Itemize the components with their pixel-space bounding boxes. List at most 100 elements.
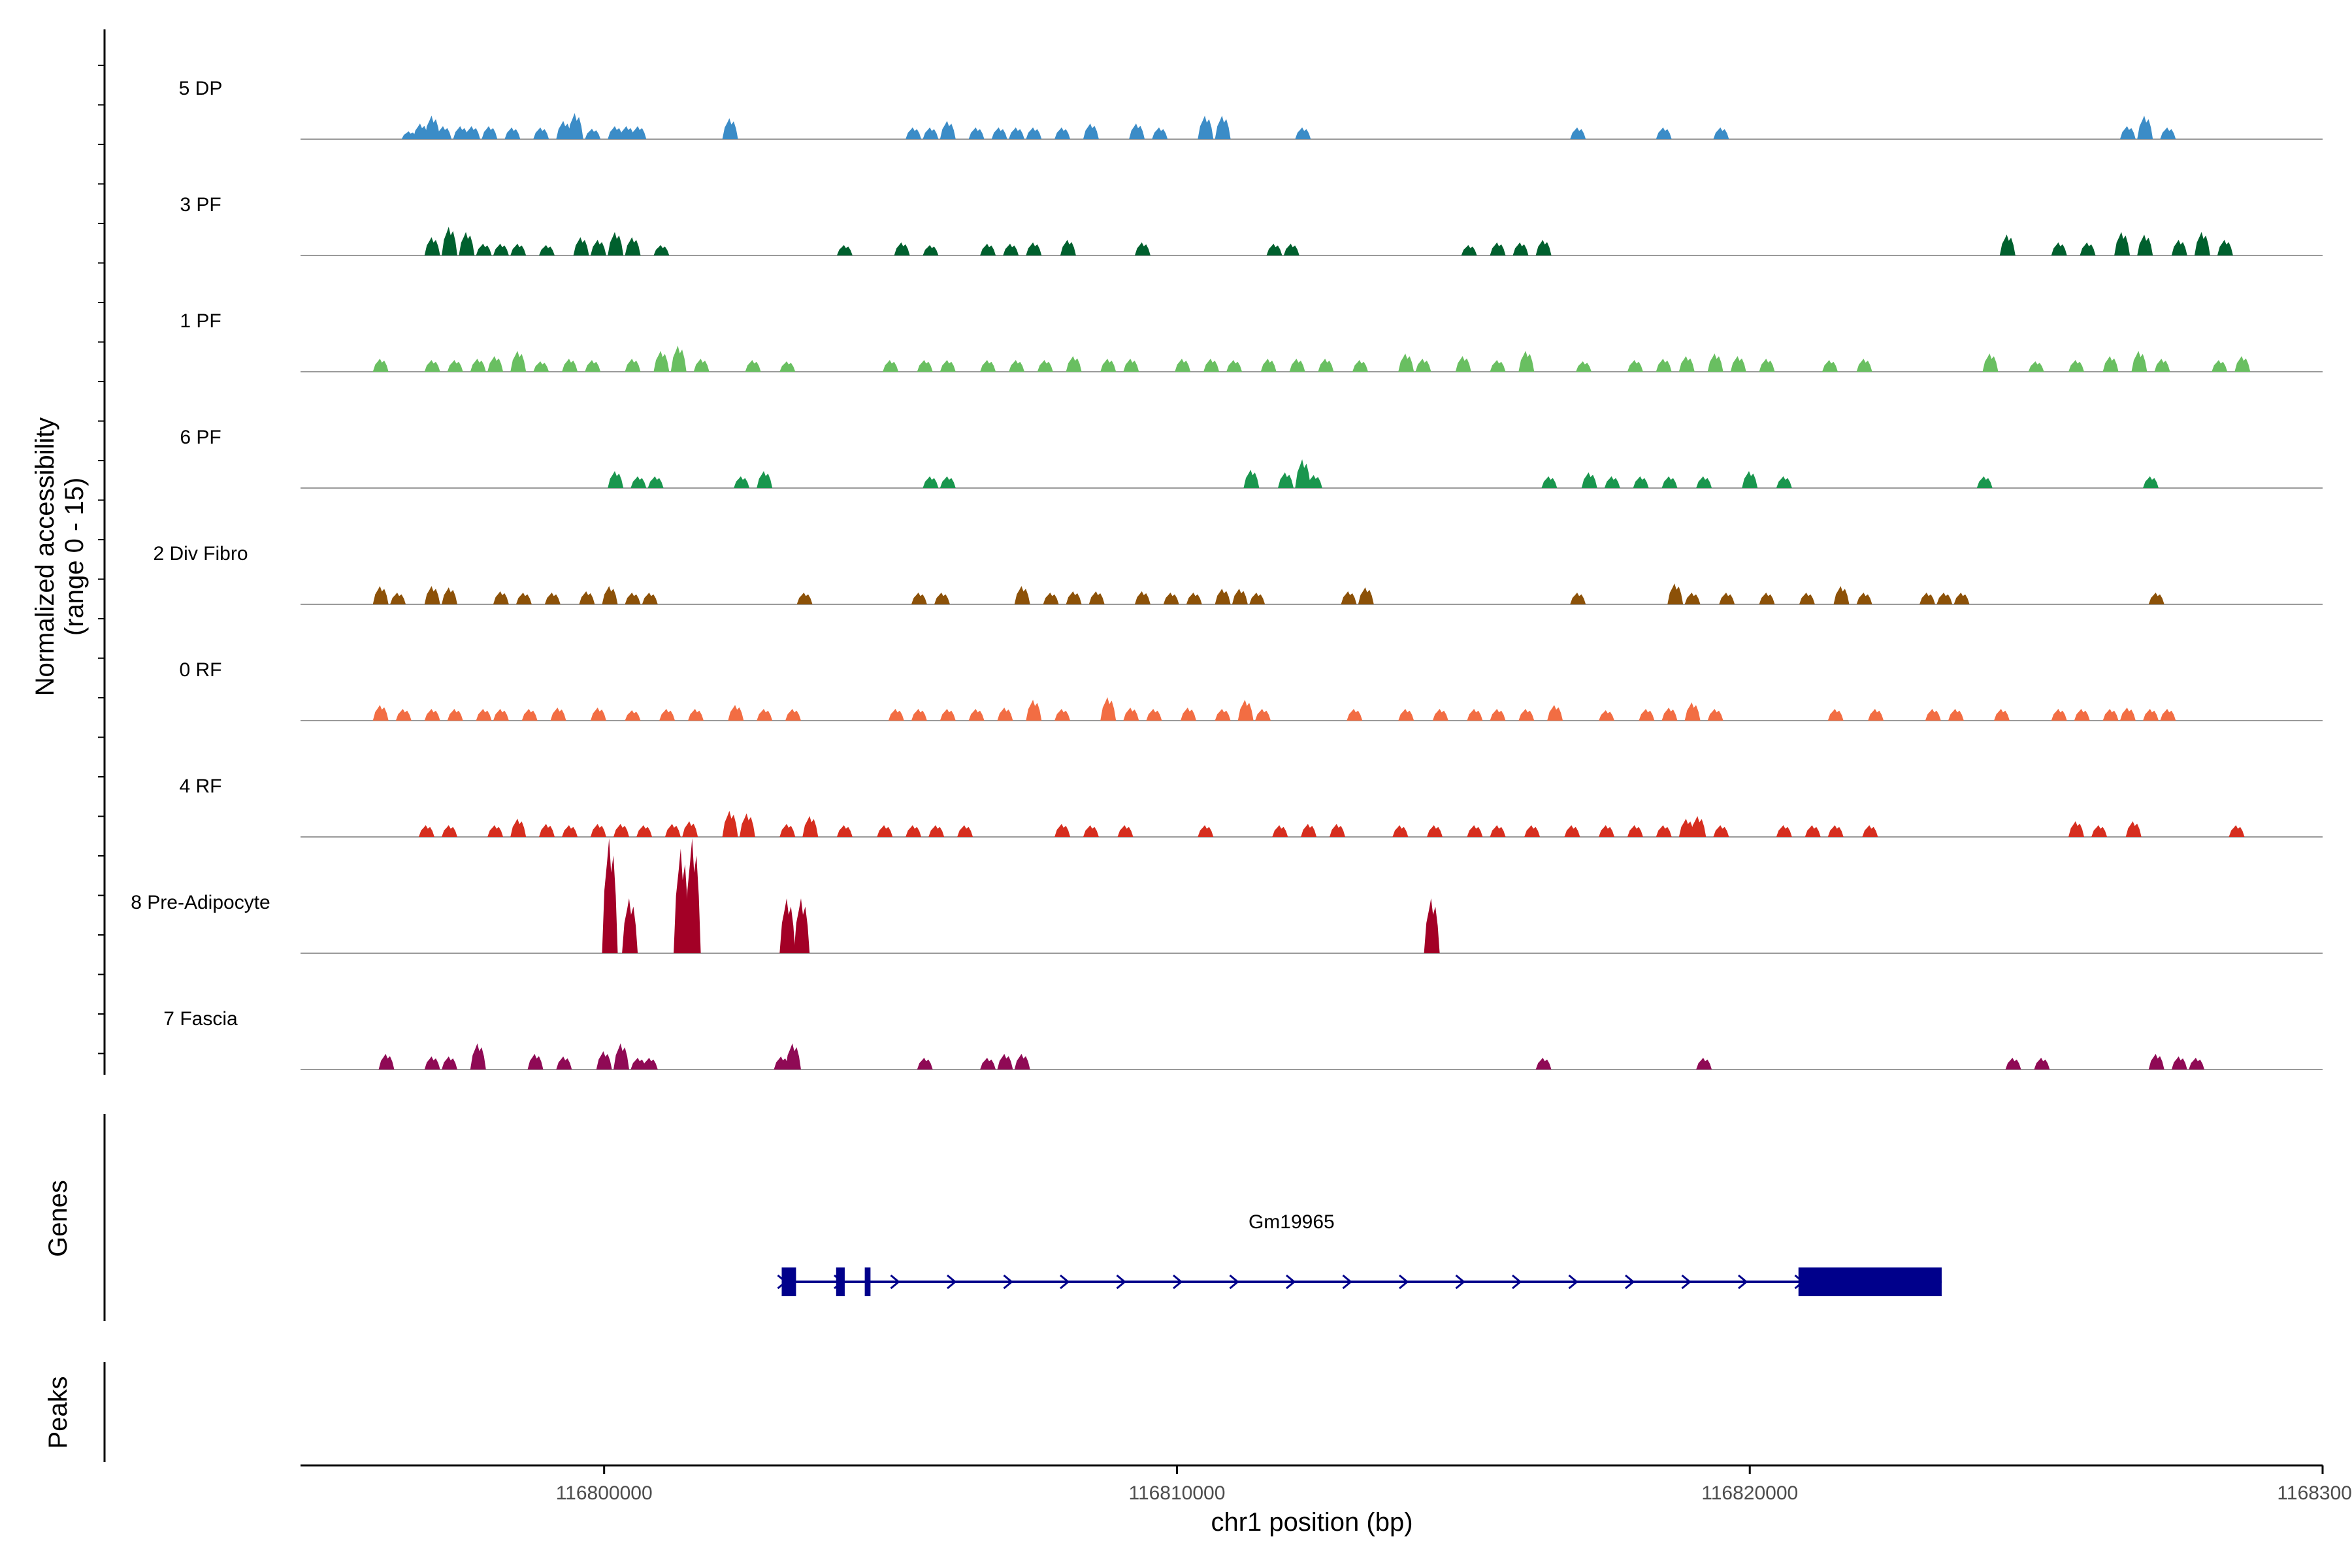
track-1-peak-20 bbox=[1266, 244, 1282, 255]
track-6-peak-7 bbox=[613, 824, 629, 837]
track-5-peak-1 bbox=[395, 709, 412, 721]
track-4-peak-5 bbox=[515, 593, 532, 604]
track-4-peak-30 bbox=[1759, 593, 1775, 604]
x-tick-label-1: 116810000 bbox=[1128, 1482, 1225, 1504]
track-2-peak-27 bbox=[1260, 359, 1277, 372]
track-6-peak-13 bbox=[779, 824, 796, 837]
track-3-peak-1 bbox=[630, 476, 647, 488]
track-4-peak-12 bbox=[911, 593, 927, 604]
track-5-peak-14 bbox=[785, 709, 801, 721]
track-2-peak-35 bbox=[1518, 351, 1535, 372]
track-3-peak-14 bbox=[1633, 476, 1649, 488]
x-tick-label-3: 1168300 bbox=[2277, 1482, 2352, 1504]
track-8-peak-1 bbox=[424, 1056, 440, 1070]
track-5-peak-27 bbox=[1237, 700, 1254, 721]
track-5-peak-48 bbox=[2102, 709, 2119, 721]
track-8-peak-11 bbox=[785, 1043, 801, 1070]
gene-strand-arrow-13 bbox=[1512, 1274, 1522, 1290]
track-2-peak-46 bbox=[2028, 361, 2044, 372]
track-2-peak-14 bbox=[779, 361, 796, 372]
track-5-peak-17 bbox=[939, 709, 956, 721]
track-5-peak-16 bbox=[911, 709, 927, 721]
track-1-peak-4 bbox=[493, 244, 509, 255]
track-5-peak-38 bbox=[1661, 708, 1678, 721]
track-2-peak-26 bbox=[1226, 360, 1243, 372]
track-4: 2 Div Fibro bbox=[153, 543, 2323, 605]
track-5-peak-29 bbox=[1347, 709, 1363, 721]
track-2-peak-3 bbox=[470, 359, 486, 372]
track-4-peak-2 bbox=[424, 586, 440, 604]
track-4-peak-33 bbox=[1856, 593, 1872, 604]
track-4-peak-29 bbox=[1719, 593, 1735, 604]
track-3-peak-7 bbox=[1243, 470, 1260, 488]
track-5-peak-32 bbox=[1467, 709, 1483, 721]
track-2-peak-19 bbox=[1009, 360, 1024, 372]
track-2-peak-7 bbox=[562, 359, 578, 372]
track-1-peak-24 bbox=[1512, 242, 1529, 255]
track-8-peak-21 bbox=[2171, 1056, 2187, 1070]
track-6-peak-1 bbox=[442, 825, 457, 837]
track-label-2: 1 PF bbox=[180, 310, 221, 332]
track-4-peak-6 bbox=[544, 593, 561, 604]
track-6-peak-35 bbox=[1656, 825, 1672, 837]
track-5-peak-34 bbox=[1518, 709, 1535, 721]
track-0-peak-34 bbox=[2137, 116, 2153, 139]
track-1-peak-1 bbox=[442, 227, 457, 255]
track-2-peak-38 bbox=[1656, 359, 1672, 372]
track-2-peak-51 bbox=[2212, 360, 2228, 372]
track-6-peak-22 bbox=[1117, 825, 1134, 837]
track-7: 8 Pre-Adipocyte bbox=[131, 838, 2323, 954]
track-1-peak-0 bbox=[424, 237, 440, 255]
track-0-peak-15 bbox=[722, 118, 738, 139]
track-7-peak-4 bbox=[779, 898, 796, 953]
track-6-peak-24 bbox=[1272, 825, 1288, 837]
track-1-peak-9 bbox=[608, 232, 624, 255]
track-2-peak-34 bbox=[1490, 360, 1506, 372]
track-4-peak-13 bbox=[934, 593, 950, 604]
track-6-peak-10 bbox=[682, 821, 698, 837]
track-5-peak-39 bbox=[1684, 702, 1701, 721]
track-6-peak-28 bbox=[1427, 825, 1443, 837]
gene-strand-arrow-7 bbox=[1173, 1274, 1183, 1290]
track-5-peak-3 bbox=[447, 709, 463, 721]
track-6-peak-32 bbox=[1564, 825, 1580, 837]
track-5-peak-7 bbox=[550, 708, 566, 721]
track-2-peak-30 bbox=[1352, 360, 1368, 372]
track-label-4: 2 Div Fibro bbox=[153, 543, 248, 564]
track-8-peak-18 bbox=[2005, 1058, 2021, 1070]
track-0-peak-13 bbox=[619, 126, 635, 139]
track-8-peak-16 bbox=[1535, 1058, 1552, 1070]
track-1-peak-18 bbox=[1060, 240, 1076, 255]
track-6-peak-38 bbox=[1713, 825, 1729, 837]
track-5-peak-5 bbox=[493, 709, 509, 721]
track-0-peak-22 bbox=[1026, 127, 1042, 139]
track-label-6: 4 RF bbox=[179, 776, 221, 797]
track-0-peak-31 bbox=[1656, 127, 1672, 139]
track-4-peak-17 bbox=[1088, 591, 1105, 604]
track-5-peak-44 bbox=[1948, 709, 1964, 721]
track-6-peak-43 bbox=[2068, 821, 2084, 837]
track-1-peak-2 bbox=[459, 232, 475, 255]
track-2-peak-37 bbox=[1627, 360, 1643, 372]
track-6-peak-2 bbox=[487, 825, 504, 837]
track-6-peak-4 bbox=[539, 824, 555, 837]
track-1-peak-8 bbox=[590, 240, 606, 255]
track-5-peak-28 bbox=[1255, 709, 1271, 721]
track-6-peak-36 bbox=[1678, 819, 1695, 837]
track-2-peak-39 bbox=[1678, 356, 1695, 372]
track-label-0: 5 DP bbox=[179, 78, 223, 99]
track-3-peak-17 bbox=[1742, 471, 1758, 488]
track-0-peak-14 bbox=[630, 126, 647, 139]
track-8-peak-0 bbox=[378, 1054, 395, 1070]
track-6-peak-46 bbox=[2229, 825, 2245, 837]
track-2-peak-24 bbox=[1175, 359, 1191, 372]
track-label-7: 8 Pre-Adipocyte bbox=[131, 892, 270, 913]
track-5-peak-12 bbox=[728, 705, 744, 721]
track-6-peak-44 bbox=[2091, 825, 2108, 837]
track-8: 7 Fascia bbox=[163, 1008, 2323, 1070]
track-6-peak-40 bbox=[1805, 825, 1821, 837]
track-0-peak-8 bbox=[533, 127, 549, 139]
track-2-peak-11 bbox=[670, 346, 687, 372]
track-6-peak-25 bbox=[1301, 824, 1317, 837]
track-8-peak-17 bbox=[1696, 1058, 1712, 1070]
